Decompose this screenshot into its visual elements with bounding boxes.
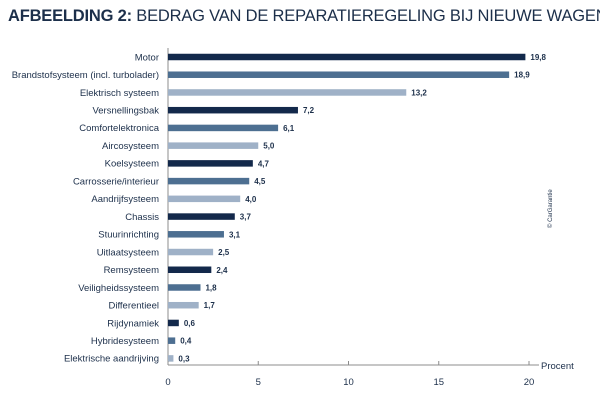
bar: [168, 71, 510, 78]
data-label: 3,7: [240, 213, 252, 222]
category-label: Koelsysteem: [105, 159, 159, 170]
bar: [168, 284, 201, 291]
x-tick-label: 5: [256, 377, 261, 388]
category-label: Hybridesysteem: [91, 336, 159, 347]
category-label: Veiligheidssysteem: [78, 283, 159, 294]
chart-title-rest: BEDRAG VAN DE REPARATIEREGELING BIJ NIEU…: [131, 7, 600, 25]
category-label: Aandrijfsysteem: [91, 194, 159, 205]
chart-title-bold: AFBEELDING 2:: [8, 7, 132, 25]
bar: [168, 124, 279, 132]
data-label: 4,7: [258, 159, 270, 168]
x-tick-label: 15: [433, 377, 444, 388]
bar: [168, 213, 235, 220]
data-label: 19,8: [530, 53, 546, 62]
category-label: Motor: [135, 52, 159, 63]
x-tick-label: 20: [524, 377, 535, 388]
category-label: Elektrische aandrijving: [64, 354, 159, 365]
data-label: 3,1: [229, 230, 241, 239]
data-label: 2,4: [216, 266, 228, 275]
category-label: Rijdynamiek: [107, 318, 159, 329]
bar: [168, 319, 179, 327]
bar: [168, 337, 176, 344]
data-label: 0,4: [180, 337, 192, 346]
bar: [168, 53, 526, 61]
bar: [168, 248, 214, 256]
data-label: 2,5: [218, 248, 230, 257]
bar: [168, 266, 212, 274]
bar: [168, 160, 253, 167]
data-label: 1,8: [205, 283, 217, 292]
data-label: 1,7: [204, 301, 216, 310]
category-label: Comfortelektronica: [79, 123, 159, 134]
bar: [168, 231, 224, 238]
data-label: 18,9: [514, 71, 530, 80]
x-axis-label: Procent: [541, 361, 574, 372]
category-label: Differentieel: [108, 301, 159, 312]
bar: [168, 177, 250, 185]
chart-title: AFBEELDING 2: BEDRAG VAN DE REPARATIEREG…: [8, 7, 600, 26]
category-label: Uitlaatsysteem: [97, 247, 159, 258]
data-label: 0,3: [178, 354, 190, 363]
category-label: Chassis: [125, 212, 159, 223]
category-label: Versnellingsbak: [92, 105, 159, 116]
data-label: 13,2: [411, 88, 427, 97]
category-label: Carrosserie/interieur: [73, 176, 159, 187]
bar: [168, 142, 259, 149]
category-label: Elektrisch systeem: [80, 88, 159, 99]
data-label: 6,1: [283, 124, 295, 133]
x-tick-label: 0: [165, 377, 170, 388]
data-label: 4,5: [254, 177, 266, 186]
bar: [168, 355, 174, 362]
category-label: Brandstofsysteem (incl. turbolader): [12, 70, 159, 81]
x-tick-label: 10: [343, 377, 354, 388]
data-label: 0,6: [184, 319, 196, 328]
bar: [168, 301, 199, 309]
bar: [168, 89, 407, 96]
data-label: 7,2: [303, 106, 315, 115]
bar: [168, 195, 241, 203]
data-label: 5,0: [263, 142, 275, 151]
category-label: Aircosysteem: [102, 141, 159, 152]
category-label: Remsysteem: [104, 265, 160, 276]
category-label: Stuurinrichting: [98, 230, 159, 241]
bar: [168, 106, 298, 114]
data-label: 4,0: [245, 195, 257, 204]
